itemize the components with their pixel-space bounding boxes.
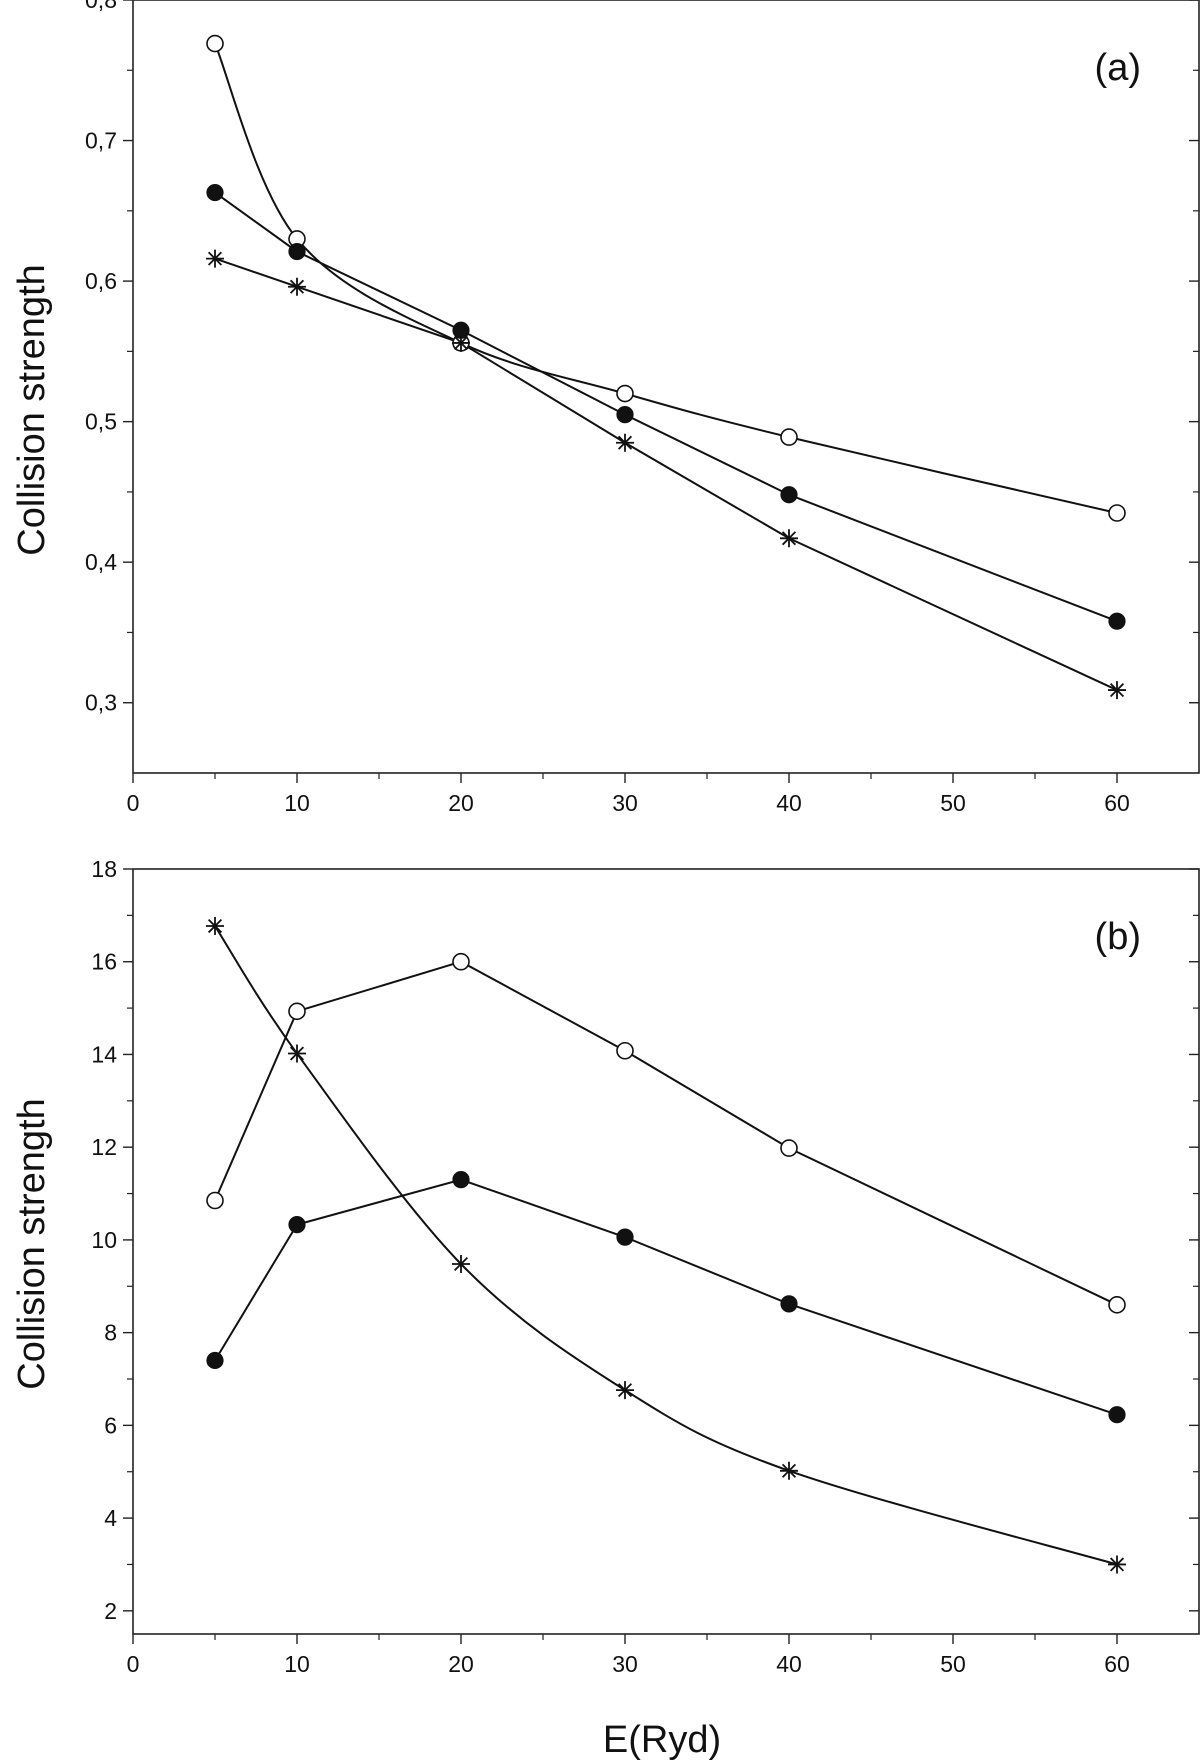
x-tick-label-b: 10: [284, 1651, 310, 1677]
panel-b: 0 10 20 30 40 50 60 2 4 6 8 10 12 14 16 18 Collision str…: [11, 856, 1200, 1677]
series-line-asterisks-b: [214, 925, 1118, 1566]
point-filled-circles-b: [452, 1171, 470, 1189]
y-tick-label-a: 0,3: [85, 690, 117, 716]
point-filled-circles-b: [206, 1351, 224, 1370]
point-filled-circles-a: [288, 242, 306, 261]
point-open-circles-b: [780, 1139, 798, 1157]
point-asterisks-a: [452, 333, 470, 352]
series-line-open-circles-a: [214, 43, 1118, 514]
y-tick-label-b: 8: [104, 1320, 117, 1346]
series-line-asterisks-a: [214, 257, 1118, 691]
x-tick-label-b: 50: [940, 1651, 966, 1677]
x-tick-label-b: 60: [1104, 1651, 1130, 1677]
point-filled-circles-a: [616, 406, 634, 424]
point-open-circles-b: [288, 1002, 306, 1021]
y-tick-label-b: 10: [91, 1227, 117, 1253]
y-tick-label-b: 14: [91, 1041, 117, 1067]
point-asterisks-a: [1108, 681, 1126, 700]
point-asterisks-b: [780, 1461, 798, 1480]
point-open-circles-b: [206, 1191, 224, 1210]
point-filled-circles-a: [780, 486, 798, 504]
point-open-circles-b: [452, 952, 470, 971]
series-line-open-circles-b: [214, 960, 1118, 1306]
point-asterisks-a: [206, 249, 224, 268]
point-open-circles-a: [616, 384, 634, 403]
point-filled-circles-b: [616, 1228, 634, 1246]
plot-frame-b: [132, 868, 1200, 1635]
point-asterisks-a: [288, 277, 306, 296]
point-open-circles-b: [1108, 1296, 1126, 1314]
x-tick-label-a: 20: [448, 790, 474, 816]
point-filled-circles-a: [1108, 612, 1126, 630]
y-axis-title-b: Collision strength: [11, 1098, 53, 1389]
panel-label-b: (b): [1095, 916, 1141, 958]
panel-label-a: (a): [1095, 47, 1141, 89]
x-tick-label-b: 40: [776, 1651, 802, 1677]
point-open-circles-a: [206, 34, 224, 53]
y-tick-label-a: 0,6: [85, 268, 117, 294]
x-tick-label-a: 40: [776, 790, 802, 816]
y-tick-label-a: 0,7: [85, 128, 117, 154]
series-line-filled-circles-b: [214, 1178, 1118, 1416]
y-tick-label-b: 18: [91, 856, 117, 882]
y-tick-label-b: 12: [91, 1134, 117, 1160]
point-asterisks-b: [1108, 1555, 1126, 1574]
point-asterisks-a: [780, 529, 798, 548]
point-open-circles-b: [616, 1041, 634, 1060]
y-tick-label-b: 6: [104, 1412, 117, 1438]
panel-a: 0 10 20 30 40 50 60 0,3 0,4 0,5 0,6 0,7 0,8 Collision…: [11, 0, 1200, 816]
point-open-circles-a: [780, 428, 798, 446]
plot-frame-a: [132, 0, 1200, 774]
x-tick-label-b: 0: [127, 1651, 140, 1677]
point-filled-circles-a: [206, 183, 224, 202]
point-asterisks-b: [452, 1255, 470, 1274]
y-tick-label-b: 2: [104, 1598, 117, 1624]
series-line-filled-circles-a: [214, 191, 1118, 623]
y-tick-label-b: 4: [104, 1505, 117, 1531]
point-open-circles-a: [1108, 504, 1126, 522]
x-tick-label-a: 0: [127, 790, 140, 816]
y-tick-label-a: 0,8: [85, 0, 117, 13]
x-tick-label-b: 30: [612, 1651, 638, 1677]
point-asterisks-b: [616, 1381, 634, 1400]
y-tick-label-b: 16: [91, 949, 117, 975]
x-tick-label-b: 20: [448, 1651, 474, 1677]
point-filled-circles-b: [780, 1295, 798, 1313]
y-tick-label-a: 0,5: [85, 409, 117, 435]
point-filled-circles-b: [1108, 1406, 1126, 1424]
y-tick-label-a: 0,4: [85, 549, 117, 575]
x-tick-label-a: 10: [284, 790, 310, 816]
x-tick-label-a: 60: [1104, 790, 1130, 816]
point-asterisks-a: [616, 433, 634, 452]
y-axis-title-a: Collision strength: [11, 264, 53, 555]
point-asterisks-b: [206, 917, 224, 936]
x-tick-label-a: 30: [612, 790, 638, 816]
x-tick-label-a: 50: [940, 790, 966, 816]
x-axis-title: E(Ryd): [603, 1719, 721, 1761]
point-filled-circles-b: [288, 1216, 306, 1234]
point-asterisks-b: [288, 1044, 306, 1063]
